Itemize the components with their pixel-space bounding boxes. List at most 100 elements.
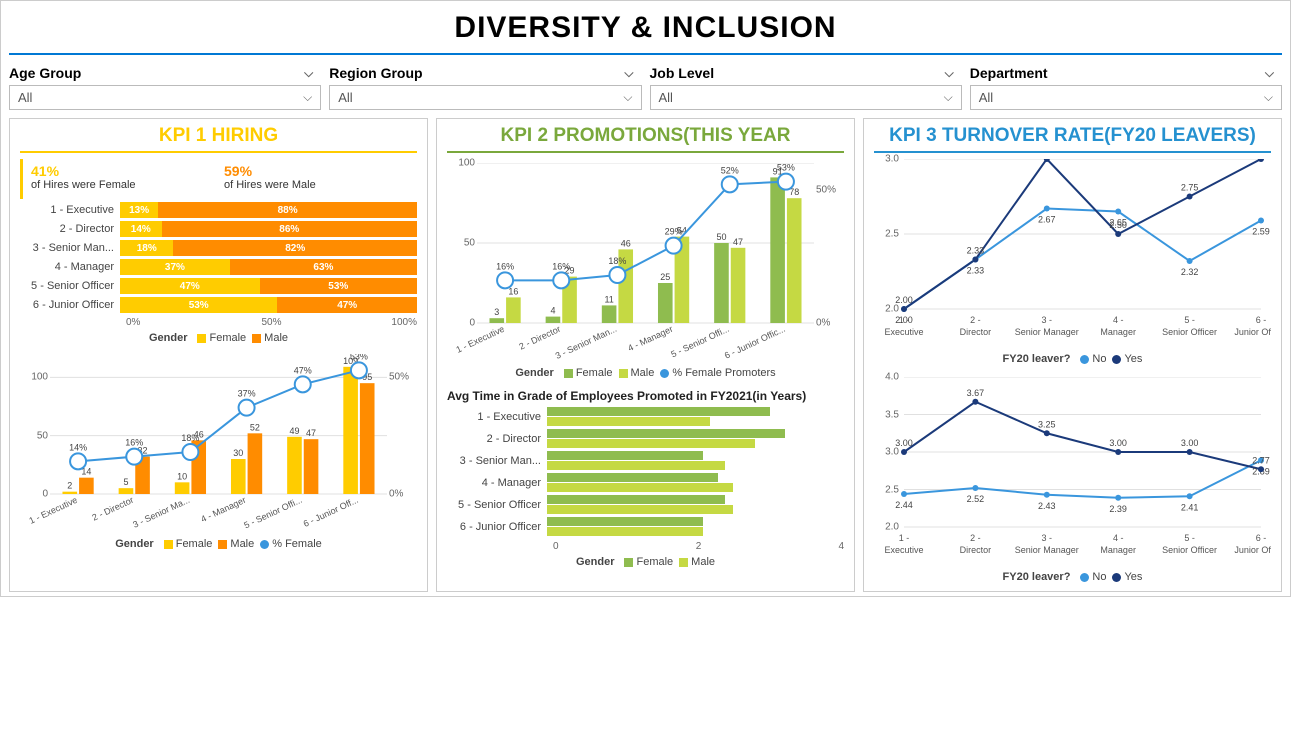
tig-female-bar: [547, 495, 725, 504]
filter-bar: Age Group⌵ All⌵Region Group⌵ All⌵Job Lev…: [9, 57, 1282, 118]
svg-text:47: 47: [733, 237, 743, 247]
chevron-down-icon[interactable]: ⌵: [1265, 66, 1274, 81]
tig-male-bar: [547, 439, 755, 448]
filter-1: Region Group⌵ All⌵: [329, 61, 641, 110]
legend-label: Yes: [1124, 353, 1142, 365]
svg-text:5: 5: [123, 477, 128, 487]
tig-row[interactable]: 1 - Executive: [447, 407, 844, 427]
kpi3-chart-b[interactable]: 2.02.53.03.54.0 1 -Executive2 -Director3…: [874, 377, 1271, 567]
kpi2-combo-chart[interactable]: 050100 0%50% 3161 - Executive4292 - Dire…: [447, 163, 844, 363]
svg-text:2.59: 2.59: [1252, 227, 1270, 237]
chevron-down-icon[interactable]: ⌵: [945, 66, 954, 81]
kpi1-combo-chart[interactable]: 050100 0%50% 2141 - Executive5322 - Dire…: [20, 354, 417, 534]
chevron-down-icon: ⌵: [303, 90, 312, 105]
stacked-bar-row[interactable]: 3 - Senior Man... 18% 82%: [20, 240, 417, 256]
stacked-bar-row[interactable]: 1 - Executive 13% 88%: [20, 202, 417, 218]
svg-text:Senior Manager: Senior Manager: [1015, 545, 1079, 555]
svg-text:6 -: 6 -: [1256, 315, 1267, 325]
legend-label: Yes: [1124, 571, 1142, 583]
svg-text:47%: 47%: [294, 365, 312, 375]
svg-text:37%: 37%: [238, 389, 256, 399]
svg-text:11: 11: [604, 294, 613, 304]
female-segment: 37%: [120, 259, 230, 275]
filter-select[interactable]: All⌵: [970, 85, 1282, 110]
svg-text:2 -: 2 -: [970, 315, 981, 325]
female-segment: 47%: [120, 278, 260, 294]
kpi1-male-label: of Hires were Male: [224, 179, 417, 191]
kpi3-legend-b: FY20 leaver?NoYes: [874, 571, 1271, 583]
svg-text:Senior Officer: Senior Officer: [1162, 545, 1217, 555]
kpi2-tig-bars: 1 - Executive 2 - Director 3 - Senior Ma…: [447, 407, 844, 537]
stacked-bar-row[interactable]: 6 - Junior Officer 53% 47%: [20, 297, 417, 313]
svg-text:25: 25: [660, 272, 670, 282]
legend-swatch: [1112, 355, 1121, 364]
female-segment: 14%: [120, 221, 162, 237]
svg-text:5 -: 5 -: [1184, 315, 1195, 325]
filter-select[interactable]: All⌵: [650, 85, 962, 110]
tig-row[interactable]: 5 - Senior Officer: [447, 495, 844, 515]
svg-text:6 -: 6 -: [1256, 533, 1267, 543]
svg-text:16%: 16%: [496, 261, 514, 271]
svg-text:4 -: 4 -: [1113, 315, 1124, 325]
svg-text:5 -: 5 -: [1184, 533, 1195, 543]
filter-select[interactable]: All⌵: [329, 85, 641, 110]
svg-text:Senior Officer: Senior Officer: [1162, 327, 1217, 337]
legend-label: No: [1092, 353, 1106, 365]
legend-label: Female: [209, 332, 246, 344]
kpi3-legend-a: FY20 leaver?NoYes: [874, 353, 1271, 365]
bar-category-label: 4 - Manager: [20, 261, 120, 273]
svg-text:2.67: 2.67: [1038, 215, 1056, 225]
kpi2-card: KPI 2 PROMOTIONS(THIS YEAR 050100 0%50% …: [436, 118, 855, 592]
svg-text:4 -: 4 -: [1113, 533, 1124, 543]
bar-category-label: 6 - Junior Officer: [20, 299, 120, 311]
tig-male-bar: [547, 527, 703, 536]
female-segment: 53%: [120, 297, 277, 313]
tig-female-bar: [547, 473, 718, 482]
svg-text:16%: 16%: [552, 261, 570, 271]
tig-label: 1 - Executive: [447, 411, 547, 423]
tig-label: 2 - Director: [447, 433, 547, 445]
svg-text:Senior Manager: Senior Manager: [1015, 327, 1079, 337]
tig-row[interactable]: 3 - Senior Man...: [447, 451, 844, 471]
tig-label: 3 - Senior Man...: [447, 455, 547, 467]
stacked-bar-row[interactable]: 4 - Manager 37% 63%: [20, 259, 417, 275]
tig-row[interactable]: 2 - Director: [447, 429, 844, 449]
tig-male-bar: [547, 417, 710, 426]
legend-label: Male: [691, 556, 715, 568]
svg-text:Manager: Manager: [1100, 327, 1136, 337]
filter-select[interactable]: All⌵: [9, 85, 321, 110]
svg-text:Manager: Manager: [1100, 545, 1136, 555]
svg-text:3 -: 3 -: [1042, 533, 1053, 543]
tig-female-bar: [547, 517, 703, 526]
chevron-down-icon[interactable]: ⌵: [624, 66, 633, 81]
legend-label: Female: [176, 538, 213, 550]
bar-category-label: 1 - Executive: [20, 204, 120, 216]
filter-label: Department⌵: [970, 61, 1282, 85]
svg-text:2.50: 2.50: [1109, 220, 1127, 230]
chevron-down-icon[interactable]: ⌵: [304, 66, 313, 81]
svg-text:6 - Junior Offic...: 6 - Junior Offic...: [723, 324, 787, 361]
tig-row[interactable]: 6 - Junior Officer: [447, 517, 844, 537]
legend-label: Male: [631, 367, 655, 379]
chevron-down-icon: ⌵: [623, 90, 632, 105]
svg-text:46: 46: [621, 238, 631, 248]
tig-row[interactable]: 4 - Manager: [447, 473, 844, 493]
stacked-bar-row[interactable]: 2 - Director 14% 86%: [20, 221, 417, 237]
svg-text:52%: 52%: [721, 165, 739, 175]
legend-swatch: [564, 369, 573, 378]
svg-text:4 - Manager: 4 - Manager: [199, 495, 247, 525]
legend-swatch: [624, 558, 633, 567]
kpi3-card: KPI 3 TURNOVER RATE(FY20 LEAVERS) 2.02.5…: [863, 118, 1282, 592]
kpi3-chart-a[interactable]: 2.02.53.0 1 -Executive2 -Director3 -Seni…: [874, 159, 1271, 349]
kpi2-legend-1: GenderFemaleMale% Female Promoters: [447, 367, 844, 379]
legend-label: Male: [230, 538, 254, 550]
tig-label: 5 - Senior Officer: [447, 499, 547, 511]
svg-text:3 - Senior Ma...: 3 - Senior Ma...: [131, 495, 191, 530]
svg-text:Junior Officer: Junior Officer: [1234, 545, 1271, 555]
legend-swatch: [252, 334, 261, 343]
svg-text:29%: 29%: [665, 227, 683, 237]
legend-label: % Female: [272, 538, 322, 550]
female-segment: 13%: [120, 202, 158, 218]
stacked-bar-row[interactable]: 5 - Senior Officer 47% 53%: [20, 278, 417, 294]
kpi1-male-pct: 59%: [224, 163, 417, 179]
